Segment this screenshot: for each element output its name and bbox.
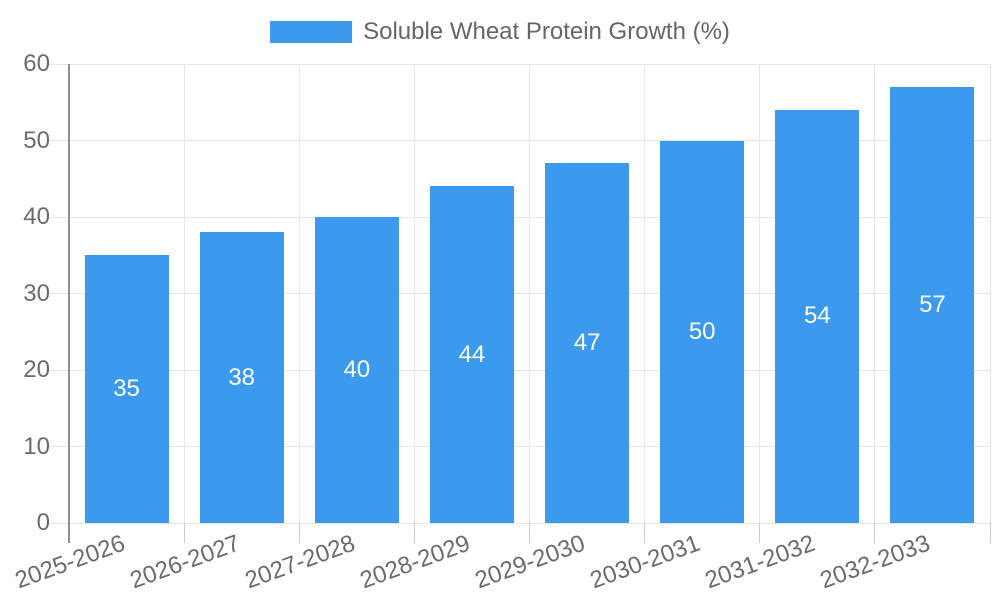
y-gridline	[48, 522, 990, 524]
bar[interactable]	[199, 232, 284, 523]
bar[interactable]	[429, 186, 514, 523]
x-gridline	[298, 64, 300, 523]
y-tick-label: 20	[23, 356, 50, 383]
x-tick-mark	[644, 523, 646, 543]
x-tick-mark	[529, 523, 530, 543]
x-gridline	[529, 64, 530, 523]
y-tick-label: 50	[23, 126, 50, 154]
y-tick-label: 40	[23, 203, 50, 230]
x-gridline	[413, 64, 415, 523]
y-gridline	[48, 216, 990, 218]
x-gridline	[183, 64, 185, 523]
x-tick-mark	[413, 523, 415, 543]
y-tick-label: 0	[36, 509, 50, 536]
x-gridline	[759, 64, 761, 523]
bar-value-label: 47	[573, 329, 601, 357]
x-tick-mark	[874, 523, 876, 543]
legend-label: Soluble Wheat Protein Growth (%)	[363, 18, 730, 45]
x-tick-mark	[183, 523, 185, 543]
x-tick-mark	[989, 523, 991, 543]
x-gridline	[644, 64, 646, 523]
y-axis-border	[67, 64, 70, 543]
x-tick-mark	[298, 523, 300, 543]
x-gridline	[989, 64, 991, 523]
x-gridline	[874, 64, 876, 523]
bar-value-label: 35	[113, 375, 140, 403]
bar[interactable]	[84, 255, 169, 523]
bar-value-label: 44	[458, 340, 486, 368]
y-tick-label: 60	[23, 50, 50, 77]
y-tick-label: 10	[23, 432, 50, 460]
y-gridline	[48, 446, 990, 447]
bar-value-label: 54	[803, 302, 831, 330]
bar[interactable]	[775, 109, 860, 523]
chart-legend[interactable]: Soluble Wheat Protein Growth (%)	[270, 19, 730, 45]
x-tick-mark	[759, 523, 761, 543]
y-gridline	[48, 63, 990, 65]
y-tick-label: 30	[23, 279, 50, 307]
y-gridline	[48, 140, 990, 141]
bar-value-label: 38	[228, 363, 256, 391]
bar[interactable]	[660, 140, 745, 523]
bar-value-label: 50	[688, 317, 716, 345]
bar[interactable]	[890, 86, 975, 523]
bar-value-label: 40	[343, 356, 371, 383]
y-gridline	[48, 369, 990, 371]
bar[interactable]	[545, 163, 630, 523]
legend-swatch	[270, 21, 353, 43]
bar-value-label: 57	[919, 290, 946, 318]
y-gridline	[48, 293, 990, 294]
bar[interactable]	[314, 217, 399, 523]
